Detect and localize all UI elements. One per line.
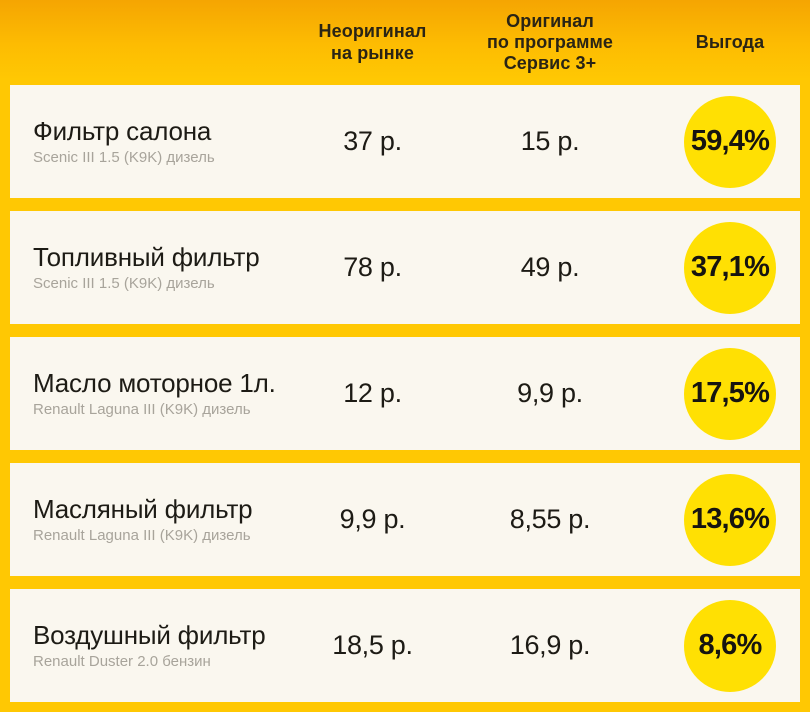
product-name: Топливный фильтр: [33, 241, 260, 272]
product-name: Масляный фильтр: [33, 493, 253, 524]
market-price: 37 р.: [343, 126, 402, 156]
program-price: 9,9 р.: [517, 378, 583, 408]
column-header-benefit: Выгода: [635, 32, 810, 53]
header-line: Неоригинал: [318, 21, 427, 42]
column-header-original: Оригинал по программе Сервис 3+: [465, 11, 635, 75]
product-model: Renault Laguna III (K9K) дизель: [33, 527, 251, 545]
program-price: 8,55 р.: [509, 504, 591, 534]
benefit-badge: 13,6%: [684, 473, 776, 566]
product-name: Фильтр салона: [33, 115, 212, 146]
header-line: Сервис 3+: [503, 53, 597, 74]
table-row: Масляный фильтр Renault Laguna III (K9K)…: [10, 463, 800, 576]
market-price: 78 р.: [343, 252, 402, 282]
market-price: 9,9 р.: [339, 504, 406, 534]
benefit-value: 37,1%: [690, 251, 770, 283]
benefit-value: 13,6%: [690, 503, 770, 535]
product-model: Renault Laguna III (K9K) дизель: [33, 401, 251, 419]
program-price: 15 р.: [520, 126, 580, 156]
benefit-badge: 17,5%: [684, 347, 776, 440]
header-line: Выгода: [695, 31, 765, 52]
product-cell: Воздушный фильтр Renault Duster 2.0 бенз…: [10, 621, 280, 671]
benefit-badge: 59,4%: [684, 95, 776, 188]
benefit-cell: 37,1%: [635, 221, 800, 314]
product-model: Renault Duster 2.0 бензин: [33, 653, 211, 671]
table-header: Неоригинал на рынке Оригинал по программ…: [0, 0, 810, 85]
table-row: Топливный фильтр Scenic III 1.5 (K9K) ди…: [10, 211, 800, 324]
program-price: 16,9 р.: [509, 630, 591, 660]
benefit-badge: 8,6%: [684, 599, 776, 692]
column-header-market: Неоригинал на рынке: [280, 21, 465, 63]
product-model: Scenic III 1.5 (K9K) дизель: [33, 149, 215, 167]
header-line: на рынке: [331, 42, 414, 63]
product-name: Масло моторное 1л.: [33, 367, 276, 398]
benefit-value: 8,6%: [698, 629, 763, 661]
benefit-cell: 13,6%: [635, 473, 800, 566]
table-row: Масло моторное 1л. Renault Laguna III (K…: [10, 337, 800, 450]
benefit-value: 59,4%: [690, 125, 770, 157]
benefit-value: 17,5%: [690, 377, 770, 409]
header-line: Оригинал: [506, 10, 594, 31]
product-cell: Масляный фильтр Renault Laguna III (K9K)…: [10, 495, 280, 545]
product-name: Воздушный фильтр: [33, 619, 266, 650]
market-price: 12 р.: [343, 378, 402, 408]
benefit-badge: 37,1%: [684, 221, 776, 314]
product-cell: Топливный фильтр Scenic III 1.5 (K9K) ди…: [10, 243, 280, 293]
table-row: Фильтр салона Scenic III 1.5 (K9K) дизел…: [10, 85, 800, 198]
benefit-cell: 8,6%: [635, 599, 800, 692]
table-row: Воздушный фильтр Renault Duster 2.0 бенз…: [10, 589, 800, 702]
product-cell: Фильтр салона Scenic III 1.5 (K9K) дизел…: [10, 117, 280, 167]
benefit-cell: 17,5%: [635, 347, 800, 440]
benefit-cell: 59,4%: [635, 95, 800, 188]
product-model: Scenic III 1.5 (K9K) дизель: [33, 275, 215, 293]
product-cell: Масло моторное 1л. Renault Laguna III (K…: [10, 369, 280, 419]
program-price: 49 р.: [520, 252, 580, 282]
header-line: по программе: [486, 31, 614, 52]
market-price: 18,5 р.: [332, 630, 413, 660]
